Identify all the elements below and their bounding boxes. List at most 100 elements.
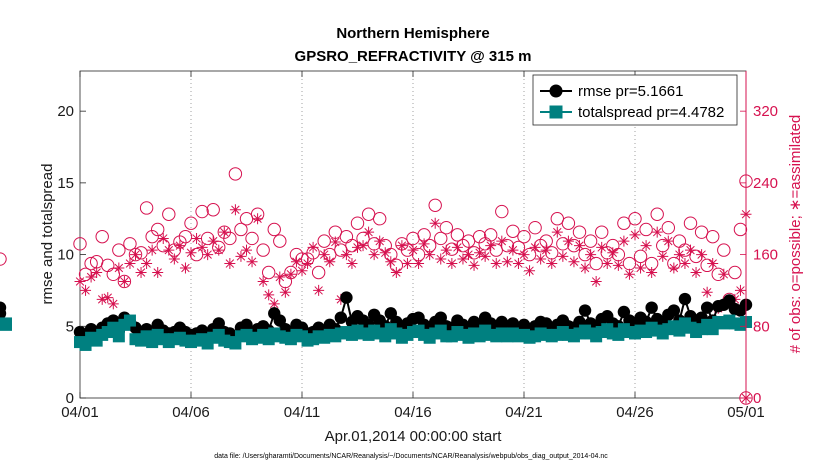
obs-possible-point	[628, 212, 642, 226]
obs-possible-point	[162, 207, 176, 221]
x-tick-label: 05/01	[727, 404, 765, 421]
rmse-point	[645, 301, 658, 314]
obs-assimilated-point	[179, 262, 191, 274]
y-tick-label: 15	[57, 175, 74, 192]
obs-possible-point	[506, 224, 520, 238]
obs-assimilated-point	[590, 275, 602, 287]
x-tick-label: 04/01	[61, 404, 99, 421]
obs-possible-point	[84, 256, 98, 271]
obs-assimilated-point	[529, 241, 541, 253]
obs-assimilated-point	[673, 249, 685, 261]
obs-possible-point	[500, 238, 515, 253]
obs-assimilated-point	[401, 258, 413, 270]
obs-assimilated-point	[152, 267, 164, 279]
obs-assimilated-point	[185, 247, 197, 259]
obs-possible-point	[733, 222, 748, 237]
y2-tick-label: 160	[753, 247, 778, 264]
obs-assimilated-point	[390, 267, 402, 279]
obs-assimilated-point	[252, 213, 264, 225]
y-tick-label: 20	[57, 103, 74, 120]
obs-assimilated-point	[263, 289, 275, 301]
obs-possible-point	[717, 243, 731, 257]
obs-possible-point	[128, 247, 143, 262]
y-tick-label: 10	[57, 247, 74, 264]
obs-assimilated-point	[374, 235, 386, 247]
obs-assimilated-point	[640, 240, 652, 252]
obs-assimilated-point	[479, 250, 491, 262]
obs-assimilated-point	[551, 226, 563, 238]
obs-assimilated-point	[118, 275, 130, 287]
obs-assimilated-point	[657, 250, 669, 262]
y-tick-label: 5	[66, 318, 74, 335]
obs-assimilated-point	[313, 284, 325, 296]
totalspread-point	[0, 318, 12, 331]
obs-possible-point	[683, 216, 698, 230]
obs-assimilated-point	[623, 268, 635, 280]
legend-rmse-label: rmse pr=5.1661	[578, 83, 683, 100]
rmse-point	[678, 292, 692, 306]
obs-assimilated-point	[679, 258, 691, 270]
obs-assimilated-point	[496, 235, 508, 247]
obs-assimilated-point	[440, 244, 452, 256]
rmse-series	[0, 291, 753, 351]
y-tick-label: 0	[66, 390, 74, 407]
obs-assimilated-point	[734, 284, 746, 296]
obs-assimilated-point	[612, 259, 624, 271]
obs-possible-point	[472, 229, 487, 244]
chart-subtitle: GPSRO_REFRACTIVITY @ 315 m	[295, 48, 532, 65]
x-tick-label: 04/16	[394, 404, 432, 421]
obs-assimilated-point	[568, 256, 580, 268]
obs-assimilated-point	[357, 240, 369, 252]
totalspread-point	[123, 314, 136, 327]
y2-axis-label: # of obs: o=possible; ∗=assimilated	[787, 115, 804, 354]
obs-assimilated-point	[685, 244, 696, 256]
obs-possible-point	[262, 265, 276, 280]
obs-assimilated-point	[474, 247, 486, 259]
obs-assimilated-point	[74, 275, 86, 287]
obs-possible-point	[78, 267, 93, 281]
obs-assimilated-point	[596, 241, 608, 253]
obs-assimilated-point	[346, 258, 358, 270]
obs-assimilated-point	[196, 241, 208, 253]
obs-assimilated-point	[562, 235, 574, 247]
obs-possible-point	[0, 252, 7, 266]
legend: rmse pr=5.1661 totalspread pr=4.4782	[532, 74, 738, 126]
obs-assimilated-point	[124, 258, 136, 270]
obs-possible-point	[528, 220, 542, 235]
obs-assimilated-point	[157, 232, 169, 244]
obs-assimilated-point	[257, 275, 269, 287]
obs-assimilated-point	[191, 232, 203, 244]
rmse-point	[0, 307, 7, 320]
rmse-point	[667, 304, 681, 317]
obs-assimilated-point	[279, 286, 291, 298]
obs-possible-point	[556, 237, 570, 251]
obs-assimilated-point	[457, 253, 469, 265]
obs-possible-point	[73, 237, 87, 251]
obs-possible-point	[350, 216, 365, 230]
obs-assimilated-point	[340, 249, 352, 261]
obs-possible-point	[206, 203, 220, 217]
obs-assimilated-point	[518, 249, 530, 261]
obs-possible-point	[639, 222, 653, 237]
obs-assimilated-point	[690, 267, 702, 279]
obs-assimilated-point	[146, 244, 158, 256]
obs-assimilated-point	[246, 256, 258, 268]
x-tick-label: 04/06	[172, 404, 210, 421]
obs-assimilated-point	[85, 271, 97, 283]
obs-possible-point	[661, 220, 675, 235]
obs-assimilated-point	[579, 262, 591, 274]
obs-assimilated-point	[512, 258, 524, 270]
obs-assimilated-point	[80, 284, 92, 296]
obs-assimilated-point	[418, 238, 430, 250]
obs-possible-point	[728, 265, 742, 280]
legend-spread-marker	[549, 105, 563, 119]
obs-possible-point	[184, 216, 198, 230]
obs-assimilated-point	[696, 249, 708, 261]
obs-assimilated-point	[113, 262, 125, 274]
obs-possible-point	[495, 204, 509, 219]
obs-possible-point	[117, 274, 132, 289]
obs-possible-point	[572, 225, 587, 239]
obs-assimilated-point	[507, 244, 519, 256]
x-tick-label: 04/11	[284, 404, 320, 421]
